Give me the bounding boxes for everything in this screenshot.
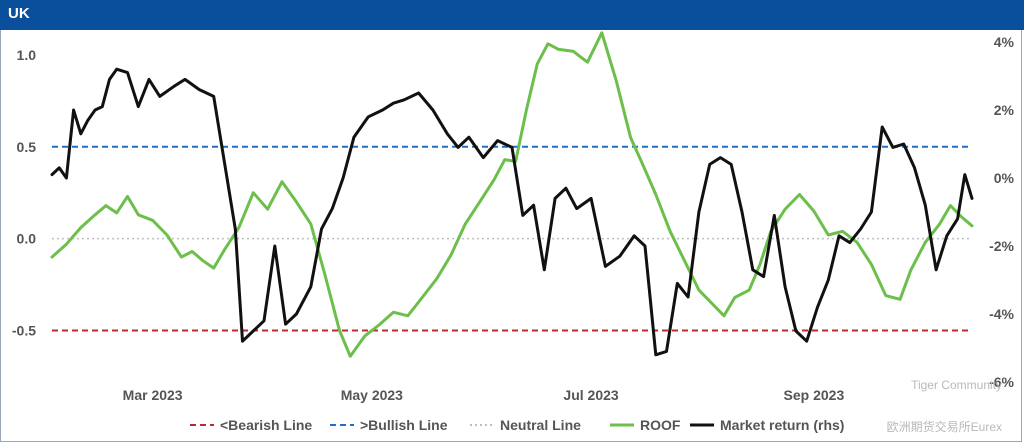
legend-label-market-return-rhs: Market return (rhs) (720, 417, 844, 433)
y-right-tick-label: -4% (989, 306, 1014, 322)
chart-title-bar: UK (0, 0, 1024, 30)
x-tick-label: Jul 2023 (563, 387, 618, 403)
y-right-tick-label: 2% (994, 102, 1015, 118)
x-tick-label: Sep 2023 (784, 387, 845, 403)
y-right-tick-label: 4% (994, 34, 1015, 50)
y-left-tick-label: 0.5 (17, 139, 37, 155)
legend-label-bearish-line: <Bearish Line (220, 417, 312, 433)
y-right-tick-label: -2% (989, 238, 1014, 254)
y-left-tick-label: -0.5 (12, 323, 36, 339)
watermark-line1: Tiger Community (911, 378, 1002, 392)
legend-label-roof: ROOF (640, 417, 681, 433)
legend-label-neutral-line: Neutral Line (500, 417, 581, 433)
watermark-line2: 欧洲期货交易所Eurex (886, 420, 1002, 434)
x-tick-label: May 2023 (341, 387, 403, 403)
y-right-tick-label: 0% (994, 170, 1015, 186)
chart-frame (0, 30, 1022, 442)
chart-title: UK (8, 5, 30, 22)
series-line-market-return-rhs (50, 67, 974, 357)
y-left-tick-label: 0.0 (17, 231, 37, 247)
legend-label-bullish-line: >Bullish Line (360, 417, 448, 433)
x-tick-label: Mar 2023 (123, 387, 183, 403)
y-right-tick-label: -6% (989, 374, 1014, 390)
y-left-tick-label: 1.0 (17, 47, 37, 63)
